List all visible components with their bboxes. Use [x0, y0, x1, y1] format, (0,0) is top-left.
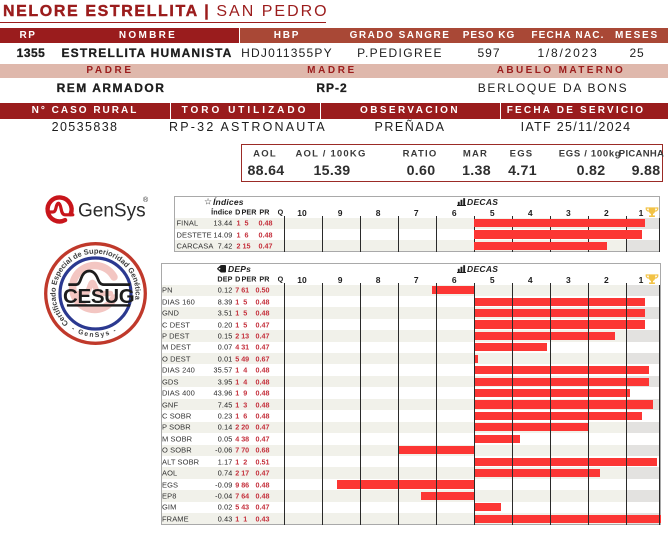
svg-text:®: ®: [143, 196, 149, 204]
svg-text:CESUG: CESUG: [62, 284, 133, 307]
svg-text:GenSys: GenSys: [78, 201, 146, 222]
